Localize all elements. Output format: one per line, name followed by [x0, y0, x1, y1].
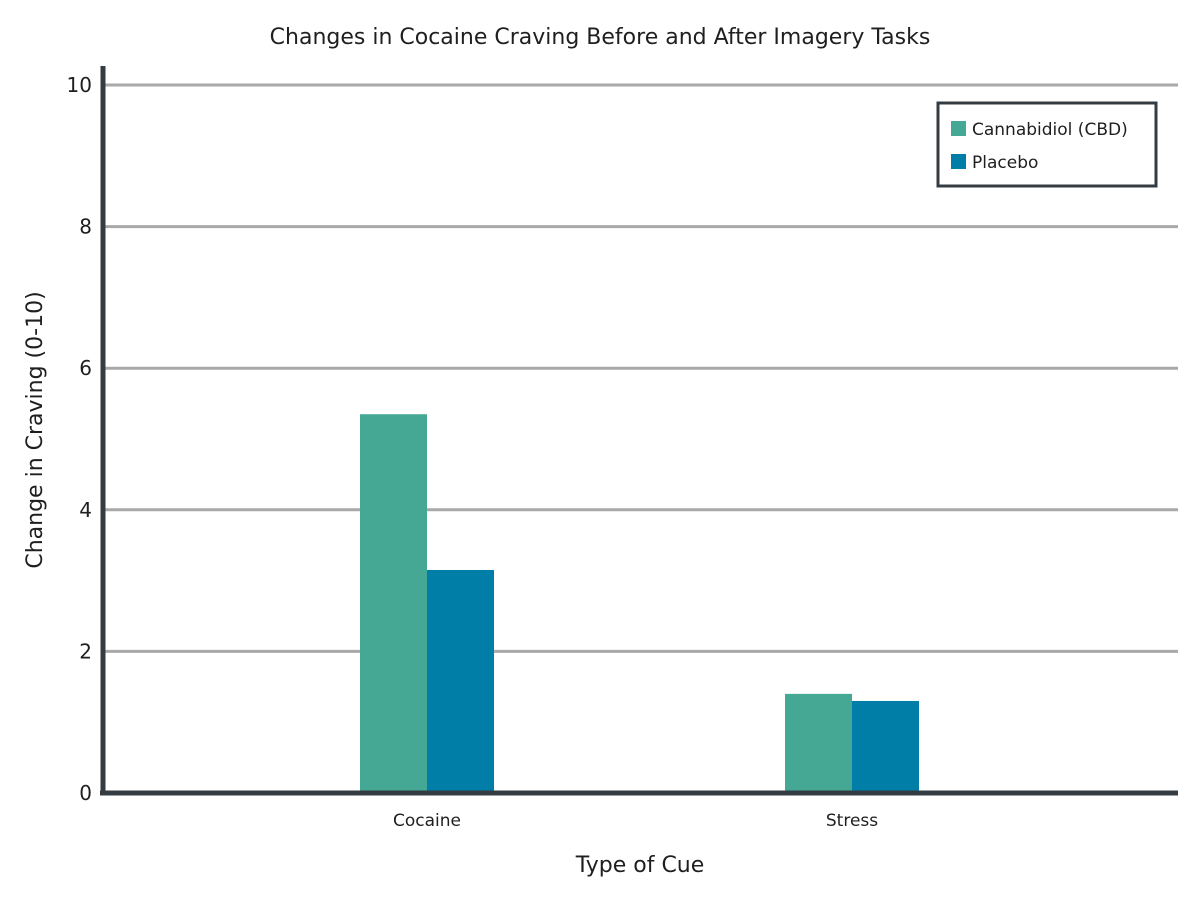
y-axis-title: Change in Craving (0-10) — [23, 291, 48, 568]
y-tick-label: 10 — [67, 73, 92, 97]
legend-label: Cannabidiol (CBD) — [972, 120, 1128, 140]
y-tick-label: 2 — [79, 639, 92, 663]
legend-label: Placebo — [972, 153, 1038, 173]
grid-lines — [103, 83, 1178, 653]
x-tick-label: Cocaine — [393, 811, 461, 831]
legend-swatch — [951, 121, 966, 136]
legend-box — [936, 101, 1158, 188]
legend: Cannabidiol (CBD) Placebo — [936, 101, 1158, 188]
x-tick-labels: Cocaine Stress — [393, 811, 878, 831]
y-tick-label: 6 — [79, 356, 92, 380]
x-axis-title: Type of Cue — [575, 853, 705, 878]
bar-cocaine-cbd — [360, 414, 427, 793]
bar-cocaine-placebo — [427, 569, 494, 793]
x-tick-label: Stress — [826, 811, 878, 831]
bar-stress-cbd — [785, 693, 852, 793]
legend-swatch — [951, 154, 966, 169]
bar-stress-placebo — [852, 700, 919, 793]
y-tick-labels: 0 2 4 6 8 10 — [67, 73, 92, 805]
y-tick-label: 0 — [79, 781, 92, 805]
chart-title: Changes in Cocaine Craving Before and Af… — [270, 25, 931, 50]
bars — [360, 414, 919, 793]
y-tick-label: 4 — [79, 498, 92, 522]
y-tick-label: 8 — [79, 215, 92, 239]
